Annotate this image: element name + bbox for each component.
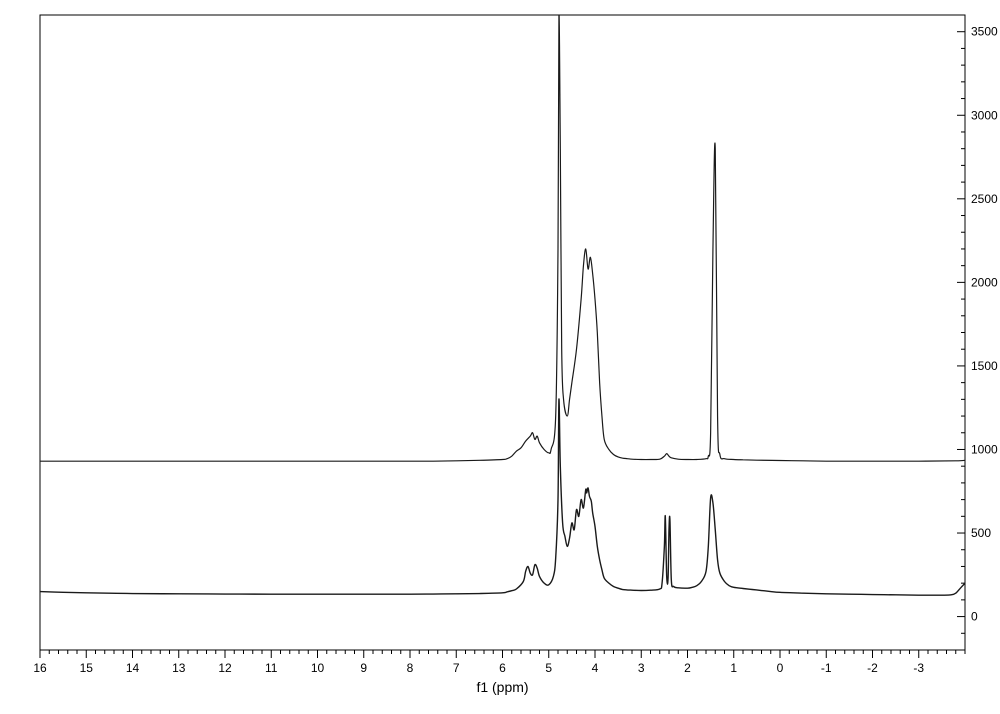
y-tick-label: 0 — [971, 610, 978, 624]
x-tick-label: 15 — [80, 661, 94, 675]
x-tick-label: 11 — [265, 661, 278, 675]
x-tick-label: 12 — [218, 661, 232, 675]
x-tick-label: 10 — [311, 661, 325, 675]
nmr-chart: 161514131211109876543210-1-2-3f1 (ppm)05… — [0, 0, 1000, 714]
x-tick-label: 13 — [172, 661, 186, 675]
x-tick-label: 8 — [407, 661, 414, 675]
y-tick-label: 2000 — [971, 275, 998, 289]
x-tick-label: -2 — [867, 661, 878, 675]
y-tick-label: 1500 — [971, 359, 998, 373]
chart-svg: 161514131211109876543210-1-2-3f1 (ppm)05… — [0, 0, 1000, 714]
x-tick-label: 0 — [777, 661, 784, 675]
x-tick-label: 16 — [33, 661, 47, 675]
y-tick-label: 3000 — [971, 108, 998, 122]
x-tick-label: 7 — [453, 661, 460, 675]
y-tick-label: 2500 — [971, 192, 998, 206]
x-tick-label: 14 — [126, 661, 140, 675]
x-tick-label: 3 — [638, 661, 645, 675]
x-tick-label: 6 — [499, 661, 506, 675]
x-tick-label: -1 — [821, 661, 832, 675]
x-axis-label: f1 (ppm) — [476, 679, 528, 695]
x-tick-label: 4 — [592, 661, 599, 675]
x-tick-label: 2 — [684, 661, 691, 675]
y-tick-label: 500 — [971, 526, 991, 540]
x-tick-label: 9 — [360, 661, 367, 675]
x-tick-label: 5 — [545, 661, 552, 675]
y-tick-label: 3500 — [971, 25, 998, 39]
y-tick-label: 1000 — [971, 442, 998, 456]
x-tick-label: -3 — [913, 661, 924, 675]
x-tick-label: 1 — [730, 661, 737, 675]
